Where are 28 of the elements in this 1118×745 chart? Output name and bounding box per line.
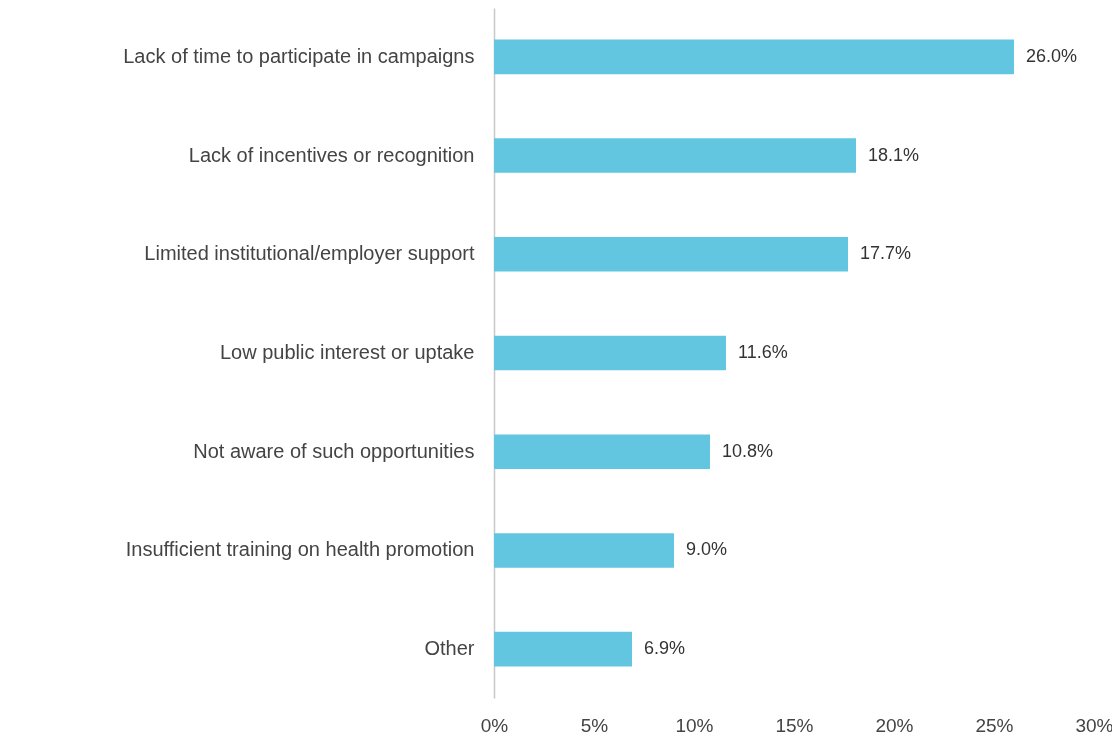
- data-label: 9.0%: [686, 539, 728, 560]
- x-tick-label: 10%: [675, 714, 714, 736]
- data-label: 17.7%: [860, 243, 912, 264]
- bar: [494, 335, 726, 371]
- x-tick-label: 0%: [480, 714, 509, 736]
- x-tick-label: 25%: [975, 714, 1014, 736]
- data-label: 18.1%: [868, 144, 920, 165]
- x-tick-label: 20%: [875, 714, 914, 736]
- data-label: 6.9%: [644, 638, 686, 659]
- x-tick-label: 30%: [1075, 714, 1114, 736]
- bar: [494, 39, 1014, 75]
- y-tick-label: Limited institutional/employer support: [144, 242, 475, 265]
- bar: [494, 631, 632, 667]
- bar: [494, 533, 674, 568]
- data-label: 26.0%: [1026, 45, 1078, 66]
- x-tick-label: 15%: [775, 714, 814, 736]
- y-tick-label: Other: [424, 637, 475, 660]
- bar: [494, 237, 848, 272]
- y-tick-label: Not aware of such opportunities: [193, 439, 475, 462]
- data-label: 11.6%: [738, 342, 788, 362]
- y-tick-label: Insufficient training on health promotion: [125, 538, 475, 561]
- data-label: 10.8%: [722, 440, 774, 461]
- y-tick-label: Low public interest or uptake: [219, 341, 475, 363]
- bar: [494, 138, 856, 173]
- y-tick-label: Lack of time to participate in campaigns: [123, 44, 475, 67]
- bar: [494, 434, 710, 469]
- x-tick-label: 5%: [580, 714, 609, 736]
- y-tick-label: Lack of incentives or recognition: [188, 143, 475, 166]
